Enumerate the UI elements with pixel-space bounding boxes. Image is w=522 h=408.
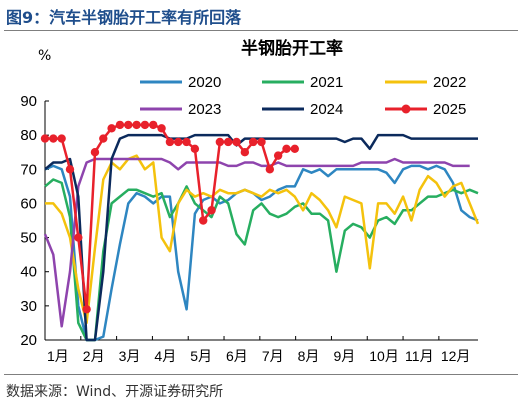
line-chart: 半钢胎开工率 % 2020 2021 2022 2023 2024 2025 20 30 40…: [20, 38, 480, 364]
legend-item-2025: 2025: [385, 101, 466, 118]
legend-item-2023: 2023: [140, 101, 221, 118]
data-point: [199, 216, 208, 225]
x-tick-label: 3月: [119, 348, 141, 364]
x-tick-label: 4月: [154, 348, 176, 364]
y-tick-label: 50: [20, 230, 37, 247]
legend-item-2022: 2022: [385, 74, 466, 91]
series-line-2021: [44, 178, 479, 342]
x-tick-label: 2月: [83, 348, 105, 364]
data-point: [115, 120, 125, 130]
y-tick-label: 60: [20, 195, 37, 212]
series-line-2023: [43, 157, 470, 328]
legend-item-2021: 2021: [262, 74, 343, 91]
data-point: [99, 134, 108, 143]
data-point: [232, 137, 241, 147]
y-tick-label: 90: [20, 93, 37, 110]
legend-marker: [401, 104, 411, 114]
data-point: [165, 137, 175, 147]
series-2020: [44, 164, 479, 342]
series-line-2022: [45, 154, 480, 325]
data-point: [248, 137, 258, 147]
data-point: [257, 137, 266, 147]
data-point: [157, 124, 166, 133]
x-tick-label: 1月: [47, 348, 69, 364]
legend-item-2024: 2024: [262, 101, 343, 118]
y-tick-label: 20: [20, 332, 37, 349]
chart-title: 半钢胎开工率: [241, 38, 343, 59]
data-point: [49, 134, 58, 143]
data-point: [140, 120, 150, 130]
bottom-rule: [4, 374, 518, 375]
figure-title: 图9：汽车半钢胎开工率有所回落: [6, 8, 242, 27]
data-point: [215, 137, 225, 147]
x-tick-label: 11月: [405, 348, 434, 364]
data-point: [207, 206, 216, 215]
legend-label: 2022: [433, 74, 466, 91]
data-point: [124, 120, 133, 130]
y-tick-label: 80: [20, 127, 37, 144]
data-point: [290, 144, 300, 153]
data-point: [57, 134, 66, 143]
data-point: [265, 165, 275, 174]
top-rule: [4, 30, 518, 31]
y-tick-label: 30: [20, 298, 37, 315]
legend: 2020 2021 2022 2023 2024 2025: [140, 74, 466, 118]
series-2022: [45, 154, 480, 325]
data-point: [74, 233, 83, 242]
legend-label: 2023: [188, 101, 221, 118]
x-tick-label: 5月: [190, 348, 212, 364]
legend-label: 2021: [310, 74, 343, 91]
data-point: [282, 144, 291, 153]
data-point: [149, 120, 158, 130]
x-tick-label: 10月: [369, 348, 399, 364]
axes: 20 30 40 50 60 70 80 90 1月 2月 3月 4月 5月 6月 7月 8月 9月 10月 11月…: [20, 93, 478, 364]
y-axis-unit: %: [38, 48, 51, 64]
data-point: [273, 151, 283, 160]
x-tick-label: 12月: [441, 348, 471, 364]
x-tick-label: 7月: [262, 348, 284, 364]
legend-label: 2024: [310, 101, 343, 118]
series-2021: [44, 178, 479, 342]
data-point: [65, 165, 75, 174]
data-point: [174, 137, 183, 147]
legend-label: 2025: [433, 101, 466, 118]
x-tick-label: 9月: [333, 348, 355, 364]
data-point: [223, 137, 233, 147]
series-2025: [40, 120, 300, 314]
data-point: [182, 137, 191, 147]
data-point: [107, 124, 116, 133]
data-point: [132, 120, 141, 130]
x-tick-label: 8月: [298, 348, 320, 364]
data-point: [190, 144, 200, 153]
data-point: [40, 134, 50, 143]
data-point: [240, 148, 250, 157]
legend-item-2020: 2020: [140, 74, 221, 91]
series-2023: [43, 157, 470, 328]
y-tick-label: 70: [20, 161, 37, 178]
data-point: [82, 305, 91, 314]
data-point: [90, 148, 100, 157]
source-note: 数据来源：Wind、开源证券研究所: [6, 384, 224, 400]
x-tick-label: 6月: [226, 348, 248, 364]
legend-label: 2020: [188, 74, 221, 91]
series-line-2020: [44, 164, 479, 342]
series-lines: [40, 120, 480, 342]
y-tick-label: 40: [20, 264, 37, 281]
